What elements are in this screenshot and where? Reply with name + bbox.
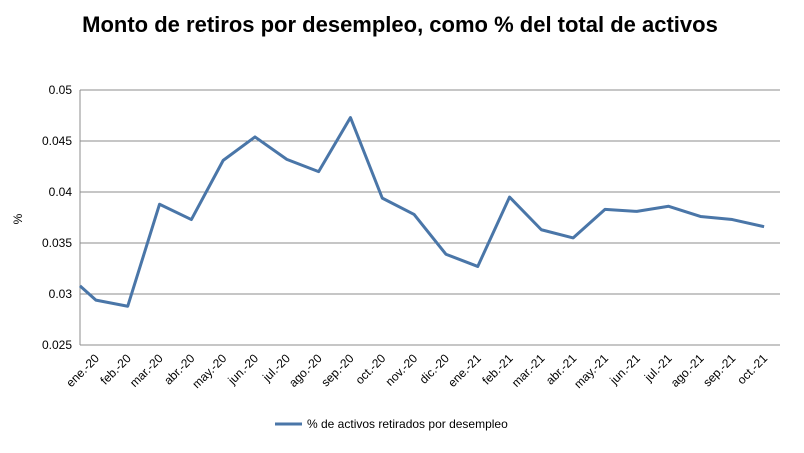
y-tick-label: 0.025 (42, 338, 72, 352)
y-tick-label: 0.045 (42, 134, 72, 148)
x-tick-label: mar.-21 (509, 351, 548, 390)
y-tick-labels: 0.025 0.03 0.035 0.04 0.045 0.05 (42, 83, 72, 352)
x-tick-label: oct.-21 (734, 351, 770, 387)
x-tick-label: ene.-21 (445, 351, 484, 390)
y-axis-label: % (11, 213, 25, 224)
series-layer (78, 116, 765, 308)
x-tick-label: jun.-20 (225, 351, 262, 388)
y-tick-label: 0.03 (49, 287, 73, 301)
y-tick-label: 0.04 (49, 185, 73, 199)
x-tick-label: ago.-20 (286, 351, 325, 390)
x-tick-label: sep.-21 (700, 351, 738, 389)
legend: % de activos retirados por desempleo (275, 417, 508, 431)
y-tick-label: 0.05 (49, 83, 73, 97)
x-tick-label: nov.-20 (383, 351, 421, 389)
x-tick-label: oct.-20 (353, 351, 389, 387)
x-tick-label: sep.-20 (318, 351, 356, 389)
x-tick-label: jun.-21 (606, 351, 643, 388)
chart-title: Monto de retiros por desempleo, como % d… (82, 12, 718, 37)
legend-label: % de activos retirados por desempleo (307, 417, 508, 431)
y-tick-label: 0.035 (42, 236, 72, 250)
x-tick-label: ago.-21 (668, 351, 707, 390)
x-tick-label: may.-21 (571, 351, 611, 391)
x-tick-label: ene.-20 (63, 351, 102, 390)
x-tick-label: mar.-20 (127, 351, 166, 390)
gridlines (79, 89, 780, 346)
x-tick-labels: ene.-20feb.-20mar.-20abr.-20may.-20jun.-… (63, 351, 770, 391)
x-tick-label: may.-20 (189, 351, 229, 391)
series-line (78, 116, 765, 308)
